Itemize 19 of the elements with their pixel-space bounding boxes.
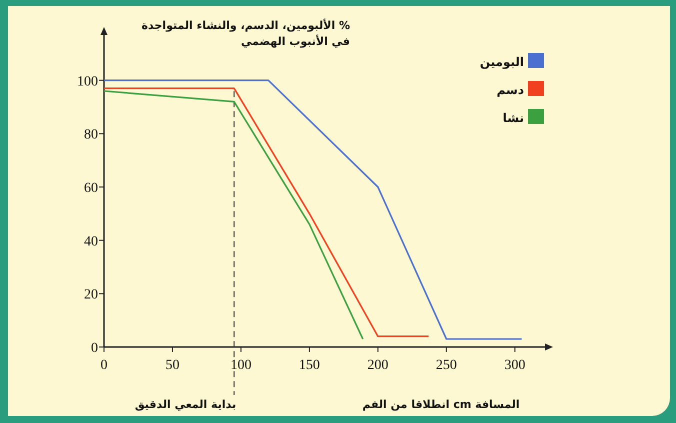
- legend-label: دسم: [496, 83, 524, 97]
- x-axis-title: المسافة cm انطلاقا من الفم: [362, 398, 520, 411]
- x-tick-label: 300: [504, 358, 526, 373]
- x-tick-label: 0: [100, 358, 108, 373]
- legend-label: نشا: [502, 111, 524, 125]
- y-tick-label: 0: [91, 341, 98, 356]
- y-tick-label: 60: [84, 181, 98, 196]
- y-tick-label: 80: [84, 128, 98, 143]
- ref-line-label: بداية المعي الدقيق: [134, 398, 236, 411]
- x-tick-label: 100: [230, 358, 252, 373]
- x-tick-label: 50: [165, 358, 180, 373]
- x-tick-label: 200: [367, 358, 388, 373]
- x-tick-label: 150: [298, 358, 320, 373]
- legend-label: البومين: [480, 55, 524, 69]
- x-tick-label: 250: [436, 358, 457, 373]
- y-tick-label: 40: [84, 234, 98, 250]
- y-tick-label: 20: [84, 288, 98, 303]
- y-axis-title: % الألبومين، الدسم، والنشاء المتواجدة في الأنبوب الهضمي: [140, 18, 350, 50]
- y-tick-label: 100: [77, 74, 98, 90]
